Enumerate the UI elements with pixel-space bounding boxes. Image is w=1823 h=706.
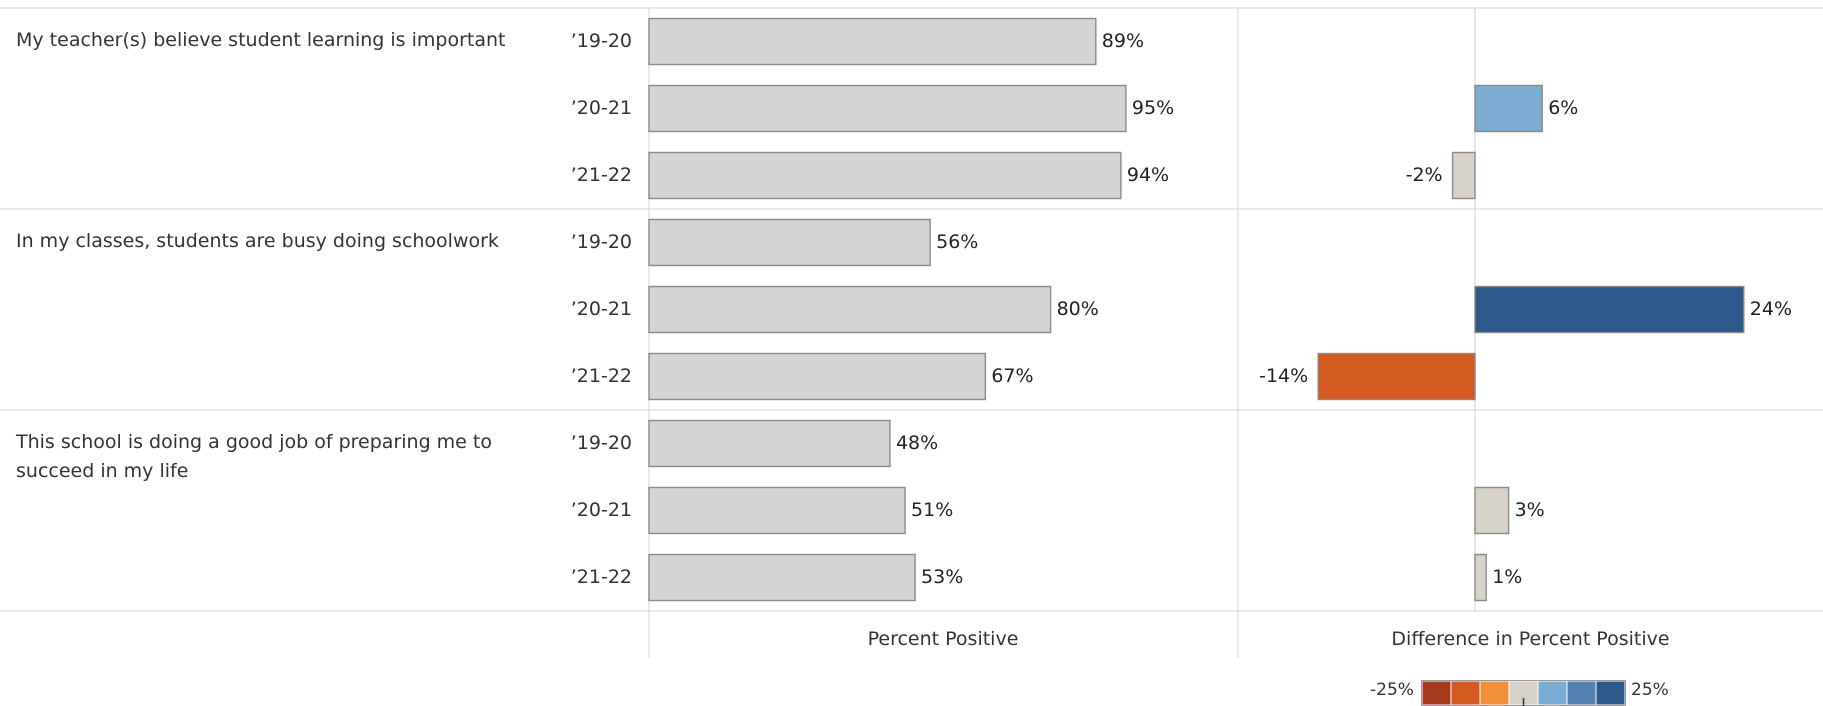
percent-value-label: 48% <box>896 432 938 454</box>
difference-bar <box>1474 285 1745 334</box>
year-labels: ’19-20 ’20-21 ’21-22 ’19-20 ’20-21 ’21-22 ’19-… <box>571 30 632 588</box>
year-label: ’21-22 <box>571 566 632 588</box>
percent-bar <box>648 218 931 267</box>
percent-bar <box>648 419 891 468</box>
percent-value-label: 94% <box>1127 164 1169 186</box>
percent-bar <box>648 285 1052 334</box>
question-label: This school is doing a good job of prepa… <box>16 431 492 482</box>
legend-swatch <box>1595 680 1626 706</box>
difference-value-label: -2% <box>1406 164 1443 186</box>
difference-bar <box>1474 84 1543 133</box>
legend-swatch <box>1450 680 1481 706</box>
legend-swatch <box>1421 680 1452 706</box>
percent-value-label: 51% <box>911 499 953 521</box>
year-label: ’20-21 <box>571 499 632 521</box>
percent-bar <box>648 151 1122 200</box>
legend-swatch <box>1479 680 1510 706</box>
percent-positive-axis-title: Percent Positive <box>867 628 1019 650</box>
percent-value-label: 53% <box>921 566 963 588</box>
percent-bar <box>648 17 1097 66</box>
percent-value-label: 67% <box>991 365 1033 387</box>
percent-value-label: 95% <box>1132 97 1174 119</box>
difference-bars: 6% -2% 24% -14% 3% 1% <box>1259 84 1792 602</box>
question-label: My teacher(s) believe student learning i… <box>16 29 506 51</box>
legend-max-label: 25% <box>1631 680 1669 700</box>
year-label: ’19-20 <box>571 231 632 253</box>
difference-value-label: 6% <box>1548 97 1578 119</box>
difference-bar <box>1451 151 1476 200</box>
percent-bar <box>648 84 1127 133</box>
difference-value-label: 24% <box>1750 298 1792 320</box>
percent-bar <box>648 553 916 602</box>
year-label: ’19-20 <box>571 432 632 454</box>
year-label: ’20-21 <box>571 298 632 320</box>
year-label: ’21-22 <box>571 365 632 387</box>
difference-bar <box>1474 486 1510 535</box>
percent-bar <box>648 352 987 401</box>
percent-bar <box>648 486 906 535</box>
percent-value-label: 56% <box>936 231 978 253</box>
percent-value-label: 89% <box>1102 30 1144 52</box>
difference-bar <box>1317 352 1476 401</box>
question-label: In my classes, students are busy doing s… <box>16 230 499 252</box>
legend-swatch <box>1537 680 1568 706</box>
year-label: ’20-21 <box>571 97 632 119</box>
difference-value-label: 3% <box>1515 499 1545 521</box>
difference-bar <box>1474 553 1487 602</box>
year-label: ’19-20 <box>571 30 632 52</box>
percent-value-label: 80% <box>1057 298 1099 320</box>
difference-axis-title: Difference in Percent Positive <box>1391 628 1670 650</box>
difference-value-label: -14% <box>1259 365 1308 387</box>
legend-color-ramp <box>1421 680 1626 706</box>
percent-positive-bars: 89% 95% 94% 56% 80% 67% 48% 51% 53% <box>648 17 1174 602</box>
legend-min-label: -25% <box>1370 680 1414 700</box>
year-label: ’21-22 <box>571 164 632 186</box>
legend-swatch <box>1566 680 1597 706</box>
difference-value-label: 1% <box>1492 566 1522 588</box>
